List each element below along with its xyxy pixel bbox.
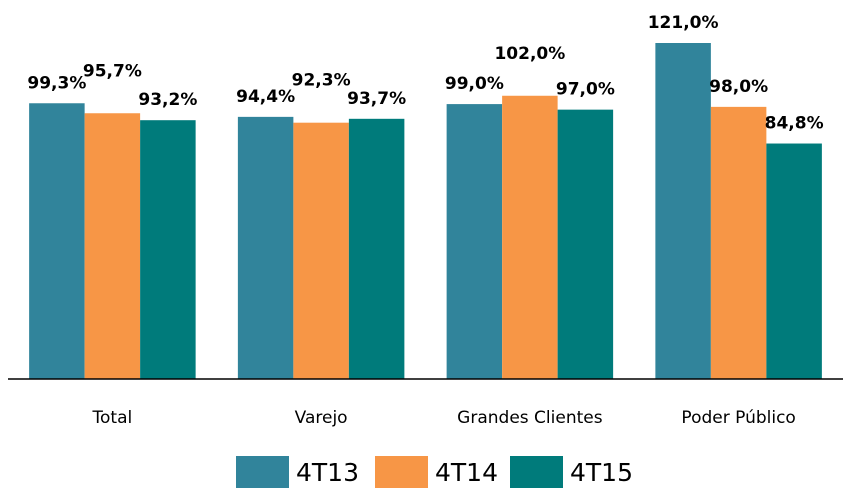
value-label: 98,0% (709, 77, 768, 97)
legend-swatch (510, 456, 563, 488)
bar (502, 95, 558, 380)
legend-label: 4T14 (435, 458, 498, 487)
bar (29, 103, 85, 380)
value-label: 121,0% (648, 13, 719, 33)
legend-swatch (236, 456, 289, 488)
bar (446, 104, 503, 379)
bar (84, 113, 141, 379)
value-label: 102,0% (494, 44, 565, 64)
bar (766, 143, 822, 379)
x-tick-label: Total (92, 408, 133, 428)
bar (293, 122, 349, 380)
value-label: 93,2% (138, 90, 197, 110)
value-label: 99,0% (445, 74, 504, 94)
value-label: 99,3% (27, 73, 86, 93)
bar (710, 106, 767, 379)
value-label: 92,3% (292, 71, 351, 91)
bar (557, 109, 614, 380)
legend-label: 4T15 (570, 458, 633, 487)
value-label: 94,4% (236, 87, 295, 107)
value-label: 93,7% (347, 89, 406, 109)
bar (237, 116, 294, 379)
legend-swatch (375, 456, 428, 488)
bar (655, 43, 711, 379)
value-label: 84,8% (765, 114, 824, 134)
value-label: 97,0% (556, 80, 615, 100)
bar (348, 118, 405, 380)
x-tick-label: Grandes Clientes (457, 408, 603, 428)
x-tick-label: Varejo (295, 408, 348, 428)
value-label: 95,7% (83, 61, 142, 81)
x-tick-label: Poder Público (681, 408, 795, 428)
bar (140, 120, 196, 380)
legend-label: 4T13 (296, 458, 359, 487)
